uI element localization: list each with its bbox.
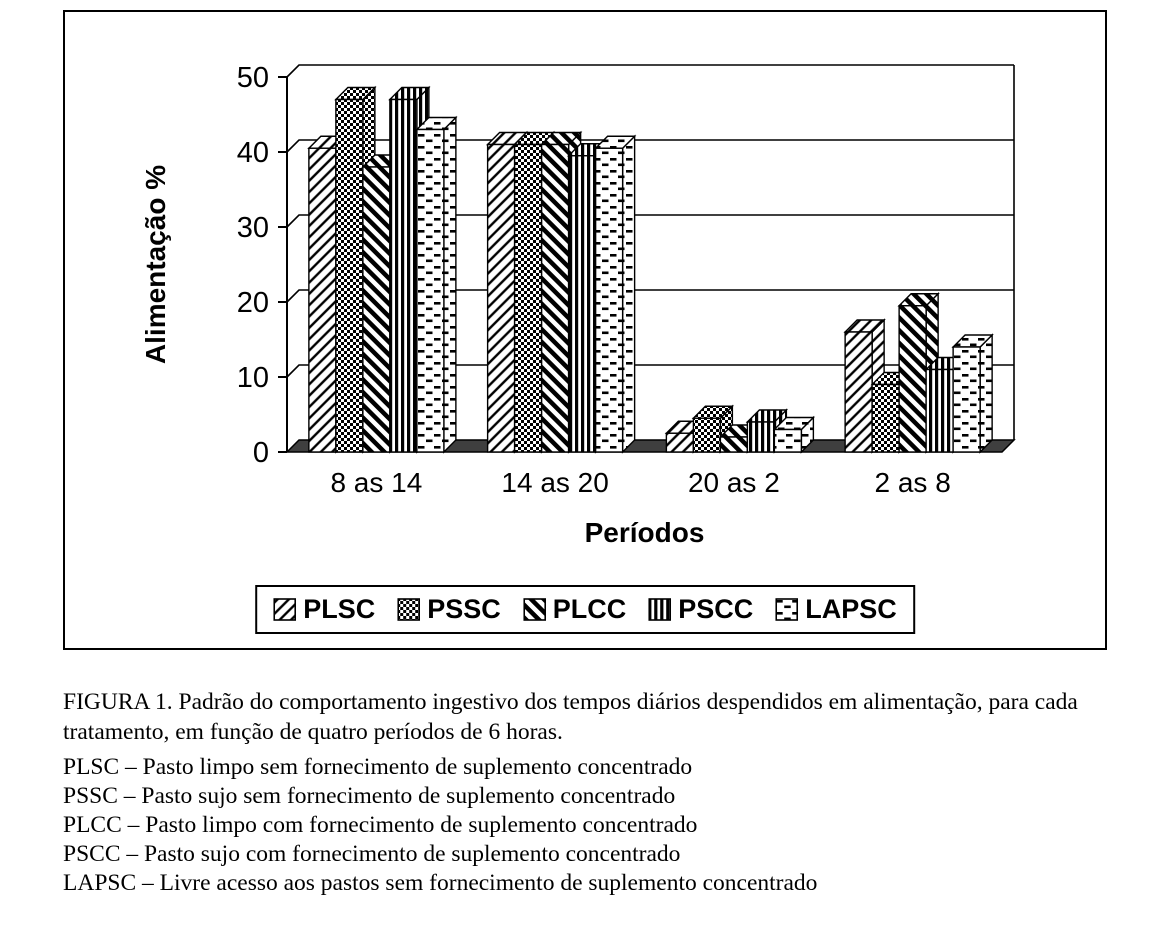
- bar-plcc-0: [362, 166, 391, 453]
- legend-label: PSCC: [678, 594, 754, 624]
- y-tick-label: 50: [237, 62, 269, 94]
- abbreviation-definitions: PLSC – Pasto limpo sem fornecimento de s…: [63, 753, 817, 898]
- x-tick-label: 2 as 8: [874, 467, 950, 498]
- bar-plsc-2: [665, 432, 695, 453]
- bar-pscc-3: [925, 368, 954, 453]
- bar-lapsc-1: [594, 147, 624, 453]
- bar-lapsc-3: [952, 346, 981, 453]
- legend-item-pssc: PSSC: [397, 594, 501, 625]
- legend-item-pscc: PSCC: [648, 594, 753, 625]
- bar-chart: 0 10 20 30 40 50 8 as 14 14 as 20 20 as 2 2 as 8 P…: [140, 62, 1016, 548]
- y-tick-label: 20: [237, 287, 269, 319]
- definition-plcc: PLCC – Pasto limpo com fornecimento de s…: [63, 812, 698, 838]
- x-tick-label: 14 as 20: [501, 467, 608, 498]
- legend-label: LAPSC: [805, 594, 897, 624]
- legend-item-lapsc: LAPSC: [775, 594, 897, 625]
- definition-plsc: PLSC – Pasto limpo sem fornecimento de s…: [63, 754, 693, 780]
- legend-item-plsc: PLSC: [273, 594, 375, 625]
- legend-swatch-icon: [775, 598, 799, 621]
- x-tick-label: 20 as 2: [688, 467, 780, 498]
- figure-box: 0 10 20 30 40 50 8 as 14 14 as 20 20 as 2 2 as 8 P…: [63, 10, 1107, 650]
- bar-lapsc-2: [773, 428, 803, 453]
- legend-label: PLSC: [303, 594, 376, 624]
- definition-lapsc: LAPSC – Livre acesso aos pastos sem forn…: [63, 870, 818, 896]
- legend-swatch-icon: [273, 598, 297, 621]
- definition-pscc: PSCC – Pasto sujo com fornecimento de su…: [63, 841, 681, 867]
- bar-plsc-3: [844, 331, 873, 453]
- x-tick-label: 8 as 14: [330, 467, 422, 498]
- legend-swatch-icon: [522, 598, 546, 621]
- definition-pssc: PSSC – Pasto sujo sem fornecimento de su…: [63, 783, 676, 809]
- x-axis-title: Períodos: [585, 517, 705, 548]
- legend-swatch-icon: [397, 598, 421, 621]
- legend-label: PSSC: [427, 594, 501, 624]
- y-tick-label: 40: [237, 137, 269, 169]
- bar-pssc-2: [692, 417, 722, 453]
- bar-plsc-0: [308, 147, 337, 453]
- bar-plcc-2: [719, 436, 749, 453]
- y-tick-label: 0: [253, 437, 269, 469]
- y-axis-title: Alimentação %: [140, 165, 171, 364]
- legend-item-plcc: PLCC: [522, 594, 627, 625]
- bar-plsc-1: [486, 143, 516, 453]
- bar-plcc-3: [898, 305, 927, 453]
- bar-pscc-2: [746, 421, 776, 453]
- bar-pssc-3: [871, 383, 900, 453]
- legend-label: PLCC: [552, 594, 627, 624]
- legend-swatch-icon: [648, 598, 672, 621]
- bar-pssc-1: [513, 143, 543, 453]
- bar-pscc-1: [567, 155, 597, 453]
- bar-pssc-0: [335, 98, 364, 453]
- bar-lapsc-0: [416, 128, 445, 453]
- figure-caption: FIGURA 1. Padrão do comportamento ingest…: [63, 689, 1078, 745]
- bar-pscc-0: [389, 98, 418, 453]
- bar-plcc-1: [540, 143, 570, 453]
- y-tick-label: 30: [237, 212, 269, 244]
- y-tick-label: 10: [237, 362, 269, 394]
- chart-legend: PLSC PSSC PLCC PSCC LAPSC: [255, 585, 915, 634]
